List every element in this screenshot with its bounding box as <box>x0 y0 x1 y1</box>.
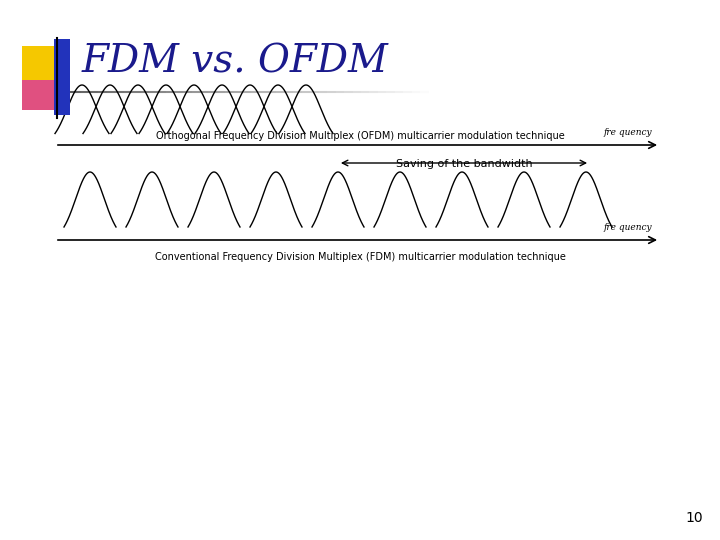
Text: 10: 10 <box>685 511 703 525</box>
Text: fre quency: fre quency <box>603 128 652 137</box>
Text: Conventional Frequency Division Multiplex (FDM) multicarrier modulation techniqu: Conventional Frequency Division Multiple… <box>155 252 565 262</box>
Text: fre quency: fre quency <box>603 223 652 232</box>
Text: Saving of the bandwidth: Saving of the bandwidth <box>396 159 532 169</box>
Bar <box>22 80 58 110</box>
Bar <box>22 46 58 82</box>
Text: FDM vs. OFDM: FDM vs. OFDM <box>82 44 389 80</box>
Text: Orthogonal Frequency Division Multiplex (OFDM) multicarrier modulation technique: Orthogonal Frequency Division Multiplex … <box>156 131 564 141</box>
Bar <box>54 39 70 115</box>
